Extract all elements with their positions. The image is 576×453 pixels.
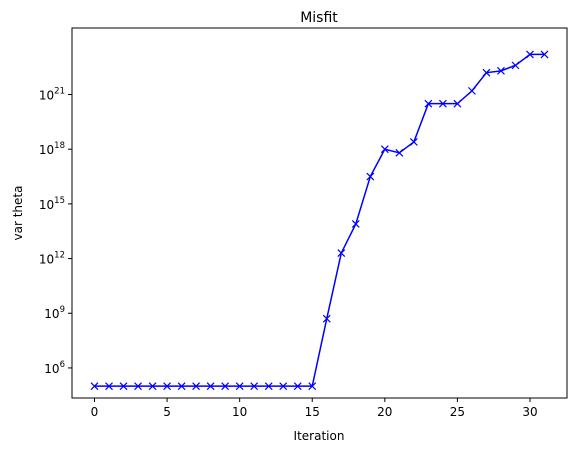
marker-stroke [105, 382, 113, 391]
marker-stroke [351, 220, 360, 228]
marker-stroke [134, 382, 142, 391]
data-point-marker [511, 61, 520, 70]
marker-stroke [279, 382, 288, 391]
marker-stroke [409, 137, 418, 146]
data-point-marker [366, 172, 375, 181]
data-point-marker [308, 382, 317, 391]
data-point-marker [250, 382, 259, 391]
y-tick-label: 1015 [39, 196, 65, 212]
y-tick-label: 1021 [39, 87, 65, 103]
data-point-marker [119, 382, 128, 391]
y-tick-label: 106 [44, 360, 65, 376]
y-tick-label: 109 [44, 305, 65, 321]
y-tick-base: 10 [44, 362, 59, 376]
marker-stroke [482, 68, 491, 77]
plot-area [90, 50, 549, 391]
data-point-marker [221, 382, 230, 391]
data-point-marker [409, 137, 418, 146]
marker-stroke [526, 50, 534, 59]
data-point-marker [163, 382, 172, 391]
marker-stroke [206, 382, 215, 391]
x-axis-label: Iteration [294, 429, 345, 443]
data-point-marker [540, 50, 549, 59]
data-point-marker [293, 382, 302, 391]
y-tick-base: 10 [39, 89, 54, 103]
x-tick-label: 10 [232, 405, 247, 419]
plot-frame [71, 27, 568, 399]
marker-stroke [322, 314, 331, 323]
marker-stroke [366, 172, 375, 181]
y-tick-exponent: 21 [54, 87, 65, 97]
y-axis-label: var theta [11, 186, 25, 241]
y-tick-base: 10 [39, 143, 54, 157]
x-tick-label: 5 [163, 405, 171, 419]
marker-stroke [221, 382, 230, 391]
marker-stroke [293, 382, 302, 391]
chart-title: Misfit [300, 10, 338, 26]
data-point-marker [351, 220, 360, 228]
data-point-marker [380, 145, 389, 154]
marker-stroke [497, 66, 505, 75]
marker-stroke [235, 382, 244, 391]
y-tick-label: 1012 [39, 251, 65, 267]
data-point-marker [467, 86, 476, 95]
data-point-marker [105, 382, 113, 391]
y-tick-exponent: 12 [54, 251, 65, 261]
marker-stroke [308, 382, 317, 391]
data-point-marker [177, 382, 186, 391]
marker-stroke [264, 382, 273, 391]
marker-stroke [163, 382, 172, 391]
data-point-marker [322, 314, 331, 323]
y-tick-base: 10 [39, 253, 54, 267]
data-point-marker [148, 382, 157, 391]
marker-stroke [90, 382, 99, 391]
data-point-marker [264, 382, 273, 391]
data-point-marker [90, 382, 99, 391]
marker-stroke [177, 382, 186, 391]
y-tick-base: 10 [44, 307, 59, 321]
marker-stroke [380, 145, 389, 154]
x-tick-label: 25 [450, 405, 465, 419]
data-point-marker [206, 382, 215, 391]
data-point-marker [438, 99, 447, 108]
y-tick-label: 1018 [39, 141, 65, 157]
data-point-marker [134, 382, 142, 391]
marker-stroke [467, 86, 476, 95]
marker-stroke [511, 61, 520, 70]
data-point-marker [453, 99, 462, 108]
y-tick-exponent: 6 [60, 360, 65, 370]
marker-stroke [250, 382, 259, 391]
marker-stroke [424, 99, 433, 108]
x-tick-label: 15 [305, 405, 320, 419]
x-tick-label: 30 [522, 405, 537, 419]
data-point-marker [482, 68, 491, 77]
marker-stroke [192, 382, 201, 391]
x-tick-label: 0 [91, 405, 99, 419]
y-tick-base: 10 [39, 198, 54, 212]
data-point-marker [192, 382, 201, 391]
marker-stroke [453, 99, 462, 108]
marker-stroke [438, 99, 447, 108]
marker-stroke [119, 382, 128, 391]
y-tick-exponent: 9 [60, 305, 65, 315]
marker-stroke [148, 382, 157, 391]
data-point-marker [337, 249, 346, 258]
marker-stroke [395, 148, 404, 157]
x-tick-label: 20 [377, 405, 392, 419]
x-axis: 0 5 10 15 20 25 30 [91, 398, 538, 419]
y-tick-exponent: 15 [54, 196, 65, 206]
data-point-marker [279, 382, 288, 391]
data-point-marker [497, 66, 505, 75]
data-point-marker [235, 382, 244, 391]
series-line [94, 53, 545, 387]
data-point-marker [526, 50, 534, 59]
data-point-marker [395, 148, 404, 157]
data-point-marker [424, 99, 433, 108]
y-tick-exponent: 18 [54, 141, 65, 151]
marker-stroke [540, 50, 549, 59]
marker-stroke [337, 249, 346, 258]
